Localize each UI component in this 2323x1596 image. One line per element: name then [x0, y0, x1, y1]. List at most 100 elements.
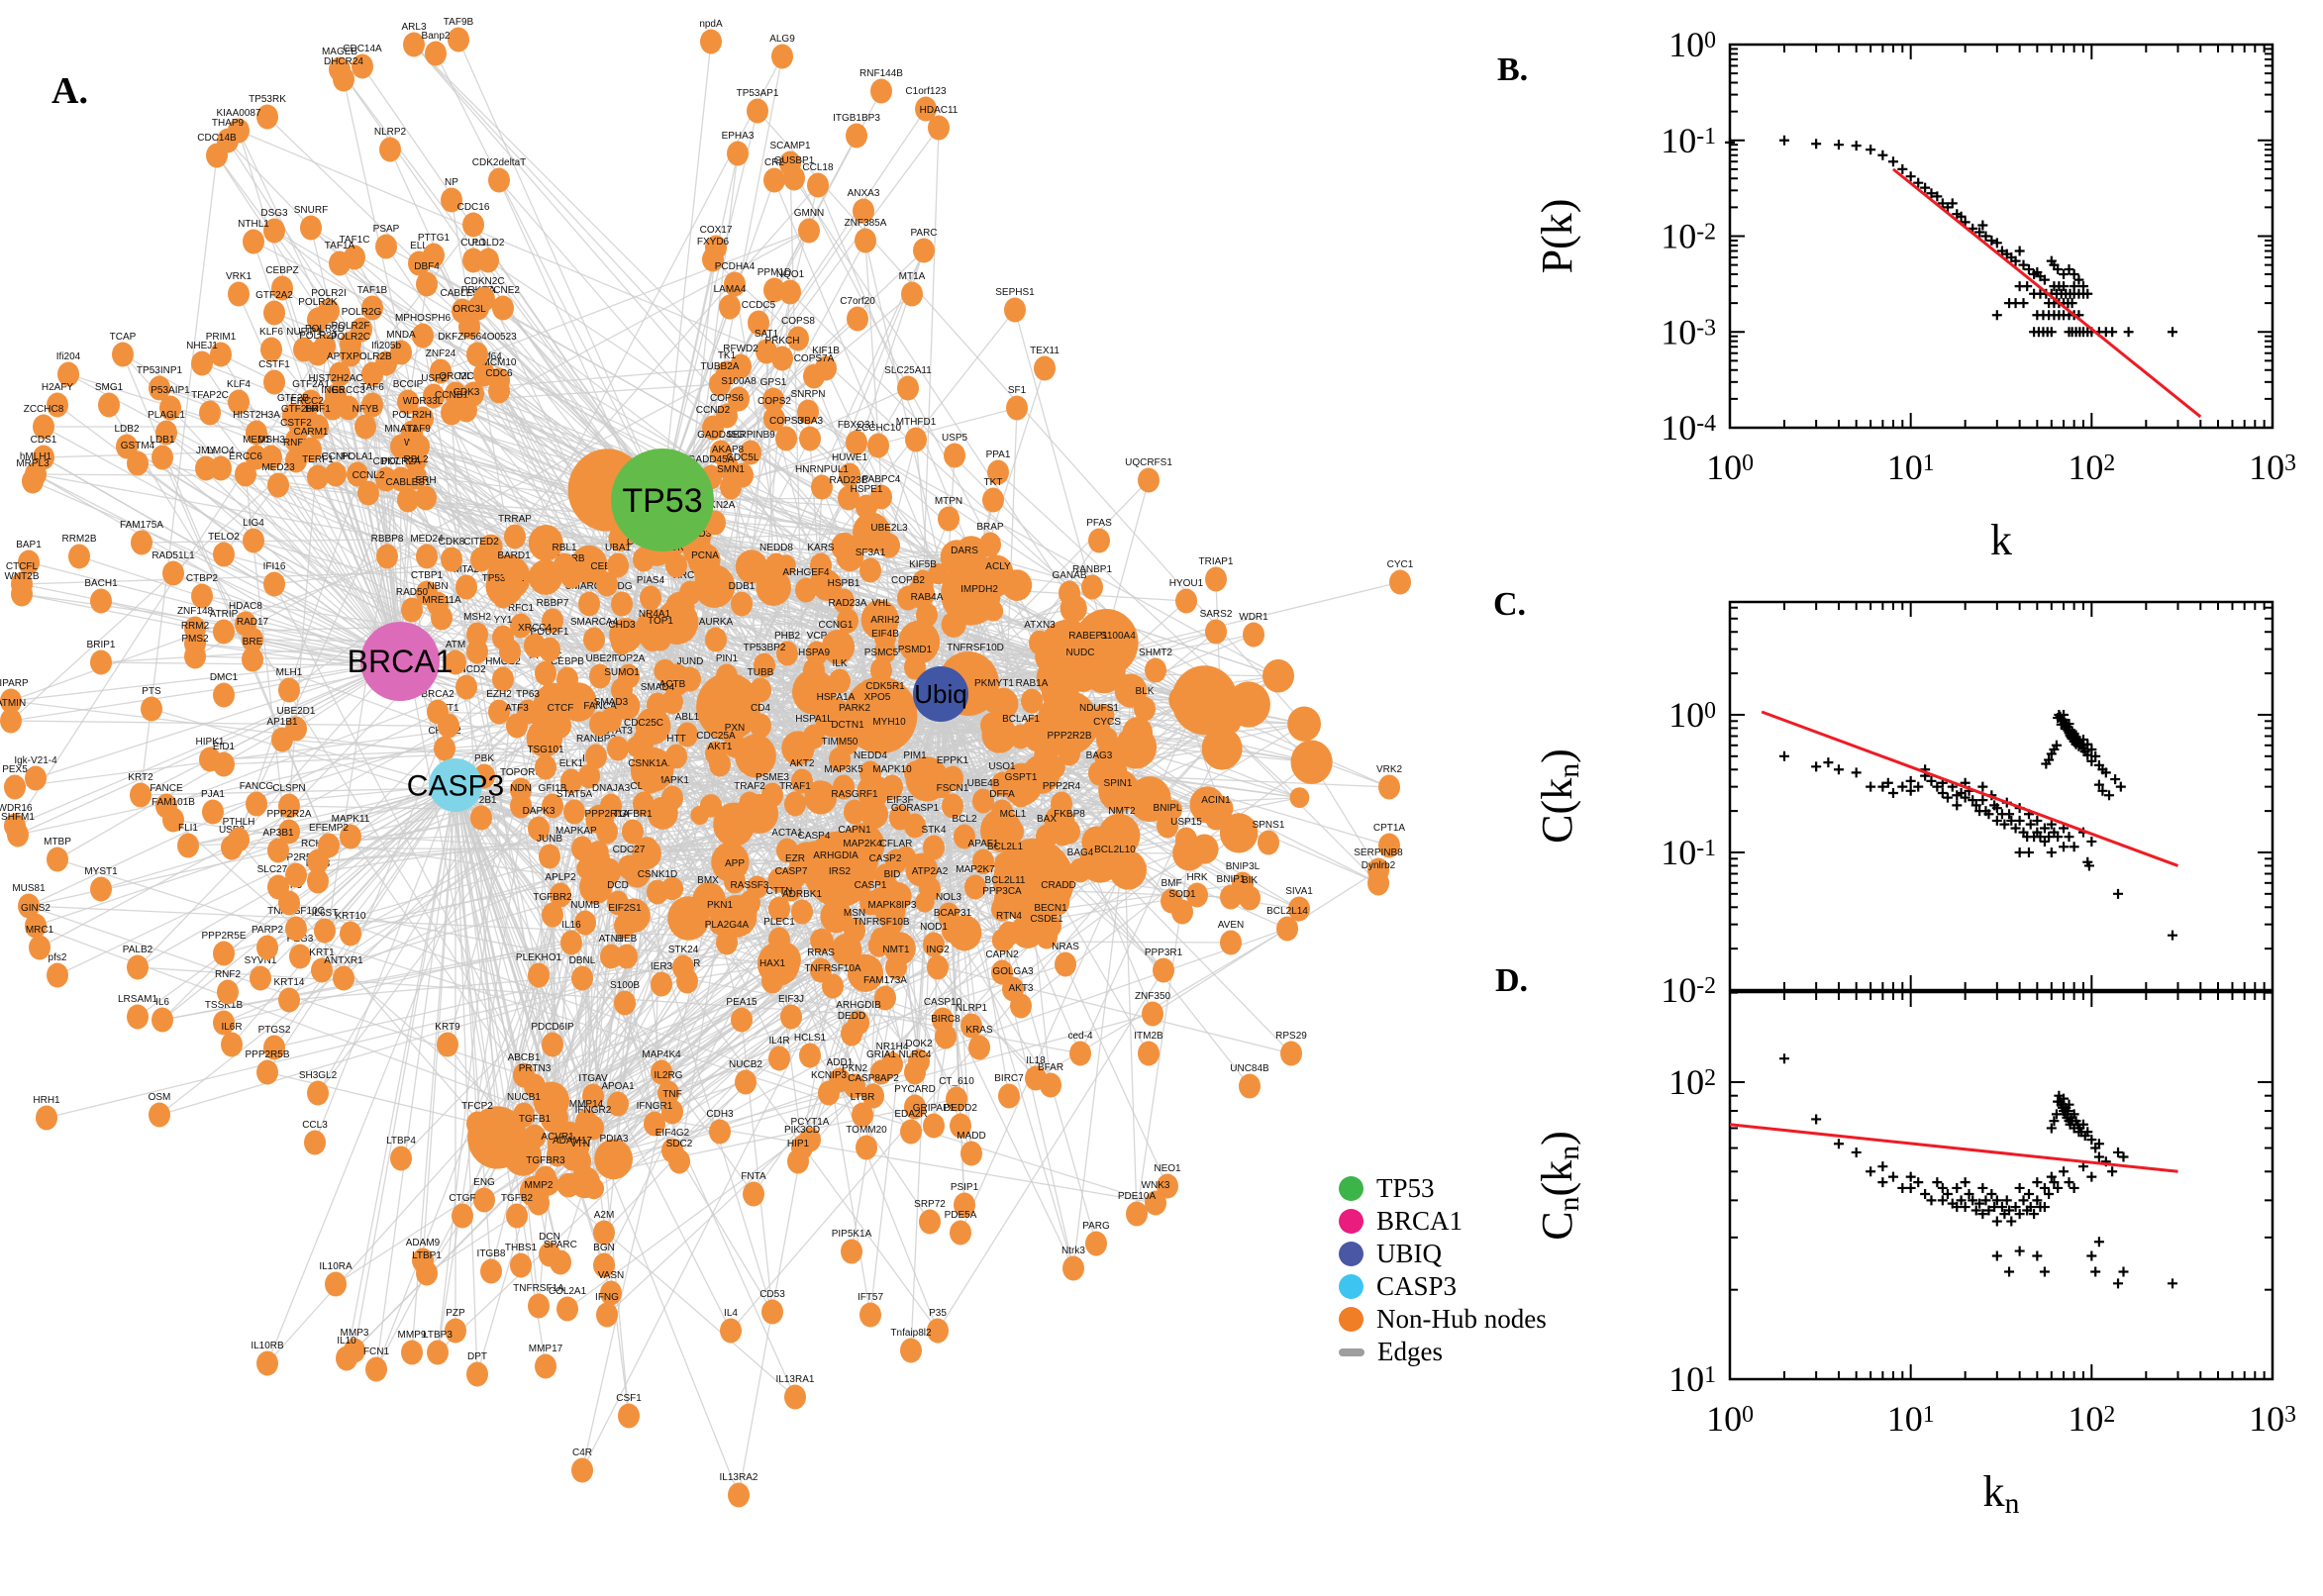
network-node[interactable]: RAD23A [829, 598, 867, 634]
network-node[interactable]: PLAGL1 [148, 410, 185, 446]
network-node[interactable]: ATRIP [210, 609, 239, 645]
network-node[interactable]: SIVA1 [1285, 886, 1313, 922]
network-node[interactable]: KRT2 [128, 772, 153, 808]
network-node[interactable]: TIPARP [0, 678, 29, 714]
network-node[interactable]: JUND [677, 656, 704, 692]
network-node[interactable]: PIN1 [716, 653, 739, 689]
network-node[interactable]: RANBP1 [1072, 564, 1112, 600]
network-node[interactable]: KLF4 [227, 379, 251, 415]
network-node[interactable]: NLRC4 [899, 1049, 932, 1085]
network-node[interactable]: GRIPAP1 [913, 1103, 956, 1139]
network-node[interactable]: TRAF2 [734, 781, 765, 817]
network-node[interactable]: USO1 [988, 761, 1016, 797]
network-node[interactable]: CDC27 [613, 845, 646, 880]
network-node[interactable]: CYCS [1093, 717, 1121, 752]
network-node[interactable]: CEBPZ [265, 265, 299, 301]
network-node[interactable]: PLEKHO1 [516, 952, 562, 988]
network-node[interactable]: SH3GL2 [299, 1070, 338, 1106]
network-node[interactable]: DARS [951, 546, 978, 581]
network-node[interactable]: PTS [141, 686, 162, 722]
network-node[interactable]: HSPA1A [817, 692, 856, 728]
network-node[interactable]: LRSAM1 [118, 994, 157, 1030]
network-node[interactable]: APTX [327, 351, 353, 387]
network-node[interactable]: EIF4B [871, 629, 899, 664]
network-node[interactable]: CCNH [322, 451, 351, 487]
network-node[interactable]: MADD [957, 1131, 986, 1166]
network-node[interactable]: PDIA3 [600, 1134, 629, 1169]
network-node[interactable]: PPP2R2A [266, 809, 312, 845]
network-node[interactable]: STK4 [921, 825, 947, 860]
network-node[interactable]: TSG101 [527, 745, 564, 780]
network-node[interactable]: AKT1 [707, 742, 733, 777]
network-node[interactable]: EPPK1 [937, 755, 969, 791]
network-node[interactable]: CSTF1 [258, 359, 290, 395]
network-node[interactable]: MPHOSPH6 [395, 313, 452, 349]
network-node[interactable]: BGN [593, 1243, 615, 1278]
hub-node-ubiq[interactable]: Ubiq [913, 666, 968, 722]
network-node[interactable]: TDG [611, 581, 633, 617]
network-node[interactable]: RBBP7 [537, 598, 569, 634]
network-node[interactable]: PSAP [373, 224, 400, 259]
network-node[interactable]: CCNG1 [818, 620, 854, 655]
network-node[interactable]: MNAT1 [384, 424, 418, 459]
network-node[interactable]: VASN [598, 1270, 625, 1306]
network-node[interactable]: ADRBK1 [782, 889, 822, 925]
network-node[interactable]: GFI1B [539, 783, 567, 819]
network-node[interactable]: TSSK1B [205, 1000, 244, 1036]
network-node[interactable]: BCCIP [393, 379, 424, 415]
network-node[interactable]: UBE2I [586, 653, 615, 689]
network-node[interactable]: RPS29 [1275, 1031, 1307, 1066]
network-node[interactable]: CDC14A [343, 44, 382, 79]
network-node[interactable]: S100A4 [1100, 631, 1136, 666]
network-node[interactable]: PJA1 [201, 789, 225, 825]
network-node[interactable]: KRT10 [336, 911, 366, 947]
network-node[interactable]: PCNA [691, 550, 719, 586]
network-node[interactable]: PTHLH [223, 817, 255, 852]
network-node[interactable]: DHCR24 [324, 56, 363, 92]
network-node[interactable]: RFC1 [508, 603, 535, 639]
network-node[interactable]: MAPK11 [332, 814, 370, 849]
network-node[interactable]: UBE4B [967, 778, 1000, 814]
network-node[interactable]: CCL18 [802, 162, 834, 198]
network-node[interactable]: IER3 [651, 961, 673, 997]
network-node[interactable]: ATXN3 [1024, 620, 1056, 655]
network-node[interactable]: AP2B1 [465, 795, 497, 831]
network-node[interactable]: S100A8 [721, 376, 757, 412]
network-node[interactable]: MED24 [410, 534, 444, 569]
network-node[interactable]: OSM [149, 1092, 171, 1128]
network-node[interactable]: TNFRSF1A [513, 1283, 564, 1319]
network-node[interactable]: NP [441, 177, 462, 213]
network-node[interactable]: PARP2 [252, 925, 283, 960]
network-node[interactable]: IL10 [336, 1336, 357, 1371]
network-node[interactable]: LTBP1 [412, 1250, 442, 1286]
network-node[interactable]: GRIA1 [866, 1049, 896, 1085]
network-node[interactable]: ERCC6 [229, 451, 262, 487]
network-node[interactable]: LTBP4 [386, 1136, 416, 1171]
network-node[interactable]: PLEC1 [763, 917, 795, 952]
network-node[interactable]: MMP9 [398, 1330, 427, 1365]
network-node[interactable]: SLC25A11 [884, 365, 932, 401]
network-node[interactable]: BIRC8 [931, 1014, 960, 1049]
network-node[interactable]: NUCB1 [507, 1092, 541, 1128]
network-node[interactable]: NDN [510, 783, 532, 819]
network-node[interactable]: LDB1 [150, 435, 175, 470]
network-node[interactable]: PPP2R5B [245, 1049, 290, 1085]
network-node[interactable]: RAD17 [237, 617, 269, 652]
network-node[interactable]: PCDHA4 [715, 261, 756, 297]
network-node[interactable]: PFAS [1086, 518, 1112, 553]
network-node[interactable]: HSPA1L [795, 714, 833, 749]
network-node[interactable]: VRK2 [1376, 764, 1403, 800]
network-node[interactable]: PSMC5 [864, 648, 899, 683]
network-node[interactable]: MRPL3 [16, 458, 50, 494]
network-node[interactable]: HCLS1 [794, 1033, 827, 1068]
network-node[interactable]: ACIN1 [1201, 795, 1231, 831]
network-node[interactable]: GPS1 [760, 377, 787, 413]
network-node[interactable]: HNRNPUL1 [795, 464, 849, 500]
network-node[interactable]: RAD51L1 [152, 550, 195, 586]
network-node[interactable]: CTGF [449, 1193, 476, 1229]
network-node[interactable]: PIP5K1A [832, 1229, 872, 1264]
network-node[interactable]: RASGRF1 [831, 789, 878, 825]
network-node[interactable]: POLR2A [381, 456, 421, 492]
network-node[interactable]: BRAP [976, 522, 1004, 557]
network-node[interactable]: MTPN [935, 496, 962, 532]
